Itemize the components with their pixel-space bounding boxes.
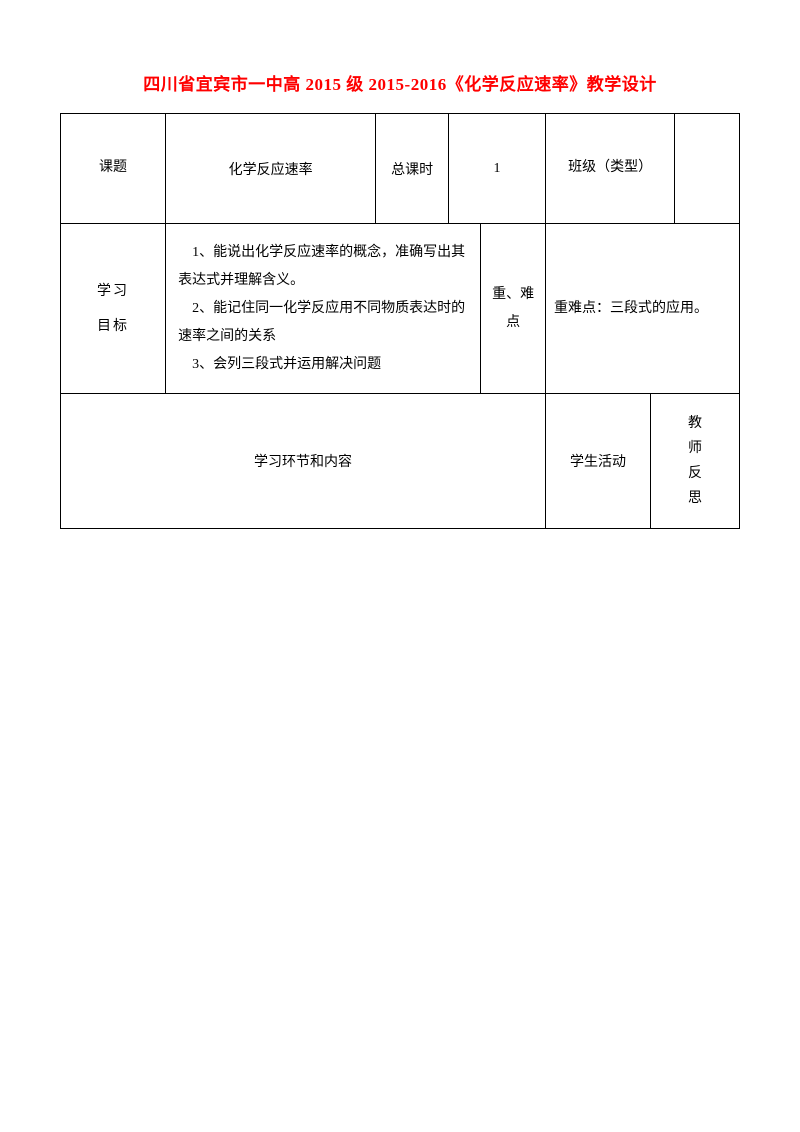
- table-row-objectives: 学习 目标 1、能说出化学反应速率的概念，准确写出其表达式并理解含义。 2、能记…: [61, 224, 740, 394]
- topic-label: 课题: [61, 114, 166, 224]
- reflection-label: 教 师 反 思: [651, 394, 740, 529]
- objectives-cell: 1、能说出化学反应速率的概念，准确写出其表达式并理解含义。 2、能记住同一化学反…: [166, 224, 481, 394]
- content-label: 学习环节和内容: [61, 394, 546, 529]
- key-value: 重难点：三段式的应用。: [545, 224, 739, 394]
- reflection-char-4: 思: [654, 486, 736, 511]
- document-title: 四川省宜宾市一中高 2015 级 2015-2016《化学反应速率》教学设计: [60, 70, 740, 95]
- activity-label: 学生活动: [545, 394, 650, 529]
- table-row-sections: 学习环节和内容 学生活动 教 师 反 思: [61, 394, 740, 529]
- reflection-char-3: 反: [654, 461, 736, 486]
- class-label: 班级（类型）: [545, 114, 674, 224]
- learning-goal-label: 学习 目标: [61, 224, 166, 394]
- key-label: 重、难点: [481, 224, 546, 394]
- learning-label-2: 目标: [69, 309, 157, 344]
- topic-value: 化学反应速率: [166, 114, 376, 224]
- hours-value: 1: [449, 114, 546, 224]
- table-row-topic: 课题 化学反应速率 总课时 1 班级（类型）: [61, 114, 740, 224]
- reflection-char-2: 师: [654, 436, 736, 461]
- objective-2: 2、能记住同一化学反应用不同物质表达时的速率之间的关系: [178, 295, 468, 351]
- reflection-char-1: 教: [654, 411, 736, 436]
- hours-label: 总课时: [376, 114, 449, 224]
- learning-label-1: 学习: [69, 274, 157, 309]
- lesson-plan-table: 课题 化学反应速率 总课时 1 班级（类型） 学习 目标 1、能说出化学反应速率…: [60, 113, 740, 529]
- objective-3: 3、会列三段式并运用解决问题: [178, 351, 468, 379]
- objective-1: 1、能说出化学反应速率的概念，准确写出其表达式并理解含义。: [178, 239, 468, 295]
- class-value: [675, 114, 740, 224]
